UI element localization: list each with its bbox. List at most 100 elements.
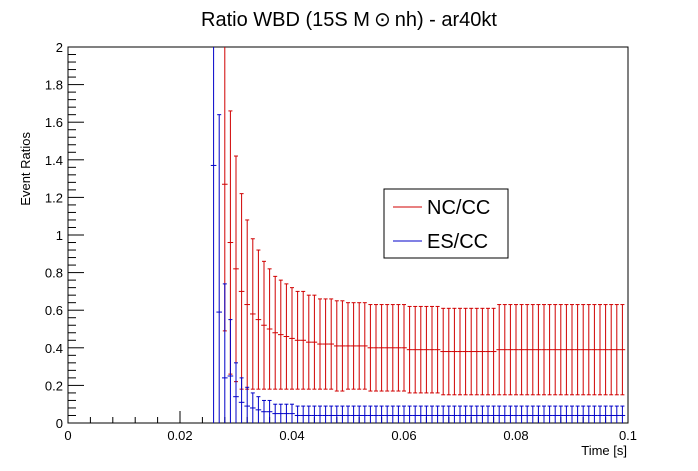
data-point xyxy=(244,386,250,423)
data-point xyxy=(586,405,592,423)
data-point xyxy=(530,304,536,396)
data-point xyxy=(289,287,295,390)
data-point xyxy=(423,405,430,423)
data-point xyxy=(356,302,362,390)
data-point xyxy=(384,405,390,423)
x-tick-label: 0.04 xyxy=(279,428,304,443)
data-point xyxy=(283,283,290,390)
data-point xyxy=(446,307,452,396)
data-point xyxy=(474,307,480,396)
data-point xyxy=(429,305,435,394)
data-point xyxy=(406,305,413,394)
data-point xyxy=(216,114,222,423)
data-point xyxy=(535,304,542,396)
y-tick-label: 1.8 xyxy=(45,78,63,93)
data-point xyxy=(289,403,295,423)
data-point xyxy=(468,307,474,396)
data-point xyxy=(591,405,598,423)
data-point xyxy=(384,304,390,392)
data-point xyxy=(457,405,463,423)
data-point xyxy=(339,405,346,423)
y-axis-title: Event Ratios xyxy=(18,132,33,206)
data-point xyxy=(474,405,480,423)
data-point xyxy=(339,300,346,392)
data-point xyxy=(535,405,542,423)
y-tick-label: 0.4 xyxy=(45,341,63,356)
data-point xyxy=(485,405,491,423)
data-point xyxy=(255,249,262,390)
data-point xyxy=(429,405,435,423)
data-point xyxy=(373,405,379,423)
legend: NC/CC ES/CC xyxy=(383,188,509,259)
data-point xyxy=(334,300,340,392)
data-point xyxy=(401,304,407,392)
data-point xyxy=(558,405,564,423)
data-point xyxy=(300,290,306,390)
data-point xyxy=(278,279,284,390)
data-point xyxy=(541,304,547,396)
data-point xyxy=(233,362,239,423)
data-point xyxy=(546,405,553,423)
chart-title-prefix: Ratio WBD (15S M xyxy=(201,9,370,31)
data-point xyxy=(602,405,609,423)
data-point xyxy=(524,405,530,423)
data-point xyxy=(580,304,586,396)
data-point xyxy=(418,405,424,423)
data-point xyxy=(490,405,497,423)
data-point xyxy=(541,405,547,423)
data-point xyxy=(558,304,564,396)
data-point xyxy=(614,304,620,396)
data-point xyxy=(317,405,323,423)
data-point xyxy=(479,405,486,423)
data-point xyxy=(367,304,374,392)
data-point xyxy=(345,405,351,423)
data-point xyxy=(222,283,228,423)
data-point xyxy=(283,403,290,423)
legend-label-es-cc: ES/CC xyxy=(427,231,488,253)
data-point xyxy=(306,294,312,390)
data-point xyxy=(586,304,592,396)
data-point xyxy=(524,304,530,396)
data-point xyxy=(395,304,402,392)
x-tick-label: 0.08 xyxy=(503,428,528,443)
x-axis-title: Time [s] xyxy=(581,443,627,458)
data-point xyxy=(423,305,430,394)
data-point xyxy=(356,405,362,423)
data-point xyxy=(362,302,368,390)
data-point xyxy=(266,399,273,423)
data-point xyxy=(311,405,318,423)
y-tick-label: 2 xyxy=(56,40,63,55)
data-point xyxy=(546,304,553,396)
data-point xyxy=(440,307,446,396)
data-point xyxy=(574,304,581,396)
y-tick-label: 0.6 xyxy=(45,303,63,318)
data-point xyxy=(210,47,217,423)
data-point xyxy=(345,302,351,390)
data-point xyxy=(608,405,614,423)
data-point xyxy=(518,304,525,396)
data-point xyxy=(496,304,502,396)
data-point xyxy=(227,319,234,423)
y-tick-label: 0 xyxy=(56,416,63,431)
data-point xyxy=(485,307,491,396)
data-point xyxy=(608,304,614,396)
y-tick-label: 1 xyxy=(56,228,63,243)
data-point xyxy=(563,304,570,396)
data-point xyxy=(434,405,441,423)
data-point xyxy=(250,392,256,423)
chart-title-suffix: nh) - ar40kt xyxy=(395,9,498,31)
data-point xyxy=(434,305,441,394)
series-es-cc xyxy=(210,47,626,423)
data-point xyxy=(350,405,357,423)
data-point xyxy=(462,405,469,423)
data-point xyxy=(513,304,519,396)
data-point xyxy=(395,405,402,423)
data-point xyxy=(446,405,452,423)
data-point xyxy=(238,193,245,390)
data-point xyxy=(328,405,334,423)
data-point xyxy=(378,405,385,423)
series-layer xyxy=(210,47,626,423)
data-point xyxy=(412,405,418,423)
data-point xyxy=(378,304,385,392)
